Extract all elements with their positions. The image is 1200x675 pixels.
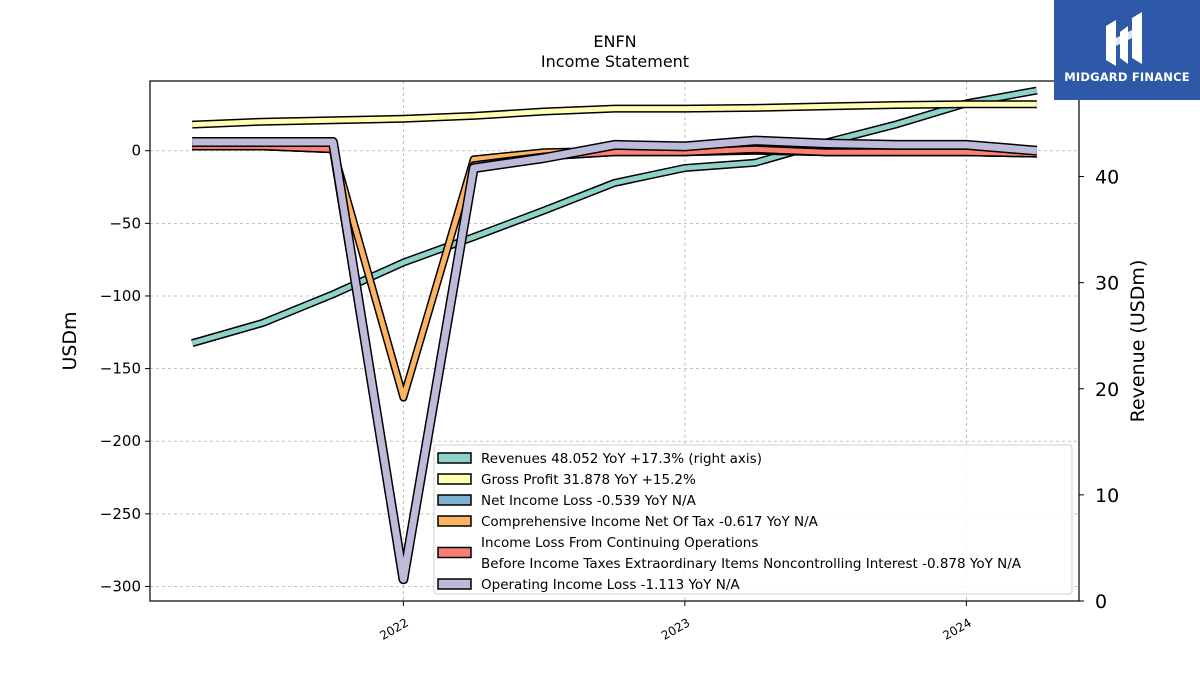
brand-logo: MIDGARD FINANCE	[1054, 0, 1200, 100]
chart-title: ENFN	[593, 32, 636, 51]
y-axis-right: 0 10 20 30 40	[1079, 167, 1119, 613]
y-tick-label: −300	[100, 577, 141, 595]
y-right-tick-label: 30	[1095, 273, 1119, 295]
series-line	[191, 88, 1038, 346]
legend-swatch	[437, 515, 472, 527]
series-group	[191, 86, 1038, 585]
y-right-tick-label: 0	[1095, 591, 1107, 613]
y-tick-label: 0	[131, 142, 141, 160]
legend-swatch	[437, 546, 472, 559]
y-tick-label: −250	[100, 505, 141, 523]
y-tick-label: −150	[100, 360, 141, 378]
y-tick-label: −100	[100, 287, 141, 305]
y-right-tick-label: 40	[1095, 167, 1119, 189]
y-right-tick-label: 20	[1095, 379, 1119, 401]
legend-label: Gross Profit 31.878 YoY +15.2%	[481, 472, 696, 488]
midgard-logo-icon	[1106, 12, 1142, 66]
y-axis-label-right: Revenue (USDm)	[1127, 260, 1149, 423]
legend-box	[433, 444, 1073, 595]
legend-label: Net Income Loss -0.539 YoY N/A	[481, 493, 697, 509]
y-tick-label: −50	[109, 214, 141, 232]
legend-swatch	[437, 494, 472, 506]
legend-label: Comprehensive Income Net Of Tax -0.617 Y…	[481, 514, 819, 530]
legend-label: Operating Income Loss -1.113 YoY N/A	[481, 577, 740, 593]
x-tick-label: 2024	[940, 615, 973, 642]
x-tick-label: 2022	[377, 615, 410, 642]
series-outline	[191, 86, 1038, 347]
legend-label: Income Loss From Continuing Operations	[481, 535, 758, 551]
chart-subtitle: Income Statement	[541, 52, 689, 71]
brand-name: MIDGARD FINANCE	[1064, 70, 1190, 84]
legend-swatch	[437, 452, 472, 464]
legend-swatch	[437, 473, 472, 485]
y-right-tick-label: 10	[1095, 485, 1119, 507]
x-axis: 2022 2023 2024	[377, 601, 974, 643]
series-line	[192, 101, 1037, 128]
chart-legend: Revenues 48.052 YoY +17.3% (right axis) G…	[433, 444, 1073, 595]
plot-frame	[149, 80, 1080, 602]
y-axis-label-left: USDm	[59, 311, 81, 370]
legend-label: Before Income Taxes Extraordinary Items …	[481, 556, 1022, 572]
x-tick-label: 2023	[659, 615, 692, 642]
legend-swatch	[437, 578, 472, 590]
legend-label: Revenues 48.052 YoY +17.3% (right axis)	[481, 451, 762, 467]
series-line	[192, 137, 1038, 583]
y-axis-left: 0 −50 −100 −150 −200 −250 −300	[100, 142, 150, 595]
y-tick-label: −200	[100, 432, 141, 450]
